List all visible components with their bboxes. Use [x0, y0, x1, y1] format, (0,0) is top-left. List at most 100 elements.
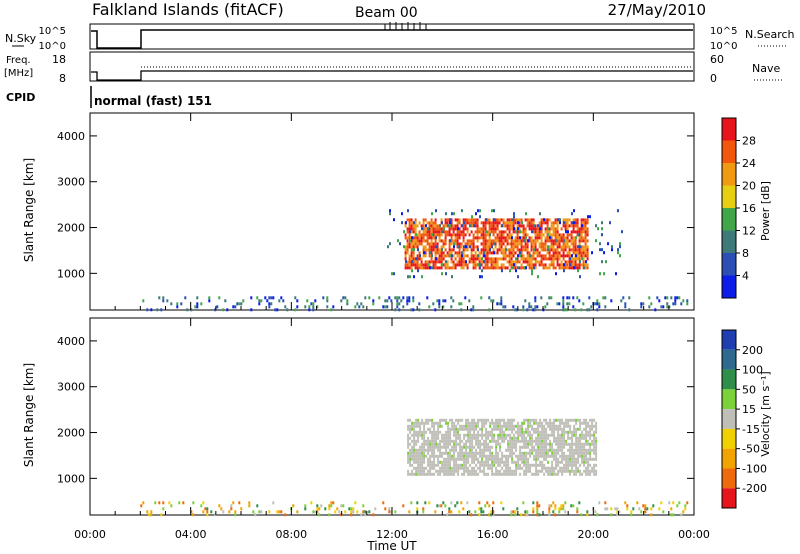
data-cell: [453, 472, 456, 476]
data-cell: [415, 466, 418, 470]
data-cell: [502, 218, 505, 222]
data-cell: [549, 445, 552, 449]
data-cell: [577, 454, 580, 458]
data-cell: [485, 418, 488, 422]
data-cell: [427, 463, 430, 467]
data-cell: [443, 433, 446, 437]
data-cell: [449, 418, 452, 422]
data-cell: [448, 266, 451, 270]
data-cell: [551, 472, 554, 476]
data-cell: [502, 305, 505, 309]
data-cell: [572, 504, 575, 508]
data-cell: [451, 418, 454, 422]
data-cell: [516, 507, 519, 511]
data-cell: [507, 457, 510, 461]
data-cell: [573, 221, 575, 225]
data-cell: [530, 239, 533, 243]
data-cell: [579, 418, 582, 422]
data-cell: [593, 466, 596, 470]
data-cell: [523, 460, 526, 464]
data-cell: [577, 427, 580, 431]
data-cell: [546, 221, 549, 225]
data-cell: [552, 227, 555, 231]
data-cell: [414, 218, 417, 222]
data-cell: [507, 442, 510, 446]
data-cell: [506, 260, 509, 264]
data-cell: [406, 245, 409, 249]
data-cell: [470, 239, 473, 243]
data-cell: [504, 251, 507, 255]
data-cell: [488, 504, 491, 508]
data-cell: [453, 439, 456, 443]
data-cell: [423, 424, 426, 428]
data-cell: [499, 421, 502, 425]
data-cell: [406, 230, 409, 234]
data-cell: [410, 254, 413, 258]
data-cell: [200, 504, 203, 508]
data-cell: [465, 427, 468, 431]
data-cell: [372, 299, 375, 303]
data-cell: [428, 248, 431, 252]
data-cell: [511, 442, 514, 446]
data-cell: [591, 421, 594, 425]
data-cell: [581, 430, 584, 434]
data-cell: [493, 242, 495, 246]
x-axis-label: Time UT: [366, 539, 417, 553]
data-cell: [453, 463, 456, 467]
data-cell: [442, 224, 445, 228]
data-cell: [501, 424, 504, 428]
data-cell: [477, 430, 480, 434]
data-cell: [432, 236, 435, 240]
data-cell: [525, 469, 528, 473]
data-cell: [408, 260, 411, 264]
data-cell: [545, 430, 548, 434]
data-cell: [567, 442, 570, 446]
data-cell: [573, 448, 576, 452]
data-cell: [443, 463, 446, 467]
data-cell: [686, 299, 689, 303]
data-cell: [479, 427, 482, 431]
data-cell: [536, 501, 539, 505]
data-cell: [501, 436, 504, 440]
data-cell: [426, 236, 429, 240]
data-cell: [543, 448, 546, 452]
data-cell: [548, 233, 551, 237]
data-cell: [436, 504, 439, 508]
data-cell: [573, 454, 576, 458]
data-cell: [435, 245, 437, 249]
data-cell: [523, 239, 525, 243]
data-cell: [523, 266, 525, 270]
data-cell: [411, 451, 414, 455]
data-cell: [226, 308, 229, 312]
data-cell: [534, 251, 537, 255]
colorbar-tick-label: 28: [742, 135, 756, 148]
data-cell: [314, 510, 317, 514]
data-cell: [499, 457, 502, 461]
data-cell: [497, 442, 500, 446]
data-cell: [570, 233, 573, 237]
nave-tick-bottom: 0: [710, 72, 717, 85]
data-cell: [606, 507, 609, 511]
data-cell: [507, 454, 510, 458]
data-cell: [158, 501, 161, 505]
data-cell: [443, 466, 446, 470]
nave-label: Nave: [752, 62, 780, 75]
data-cell: [478, 251, 481, 255]
data-cell: [404, 251, 407, 255]
data-cell: [556, 233, 559, 237]
data-cell: [441, 424, 444, 428]
data-cell: [568, 302, 571, 306]
data-cell: [555, 463, 558, 467]
data-cell: [426, 260, 429, 264]
data-cell: [495, 439, 498, 443]
data-cell: [453, 451, 456, 455]
data-cell: [562, 248, 565, 252]
data-cell: [509, 466, 512, 470]
data-cell: [294, 296, 297, 300]
data-cell: [328, 504, 331, 508]
data-cell: [678, 501, 681, 505]
data-cell: [492, 257, 495, 261]
x-tick-label: 08:00: [275, 528, 307, 541]
colorbar-frame: [721, 329, 737, 509]
data-cell: [508, 233, 511, 237]
